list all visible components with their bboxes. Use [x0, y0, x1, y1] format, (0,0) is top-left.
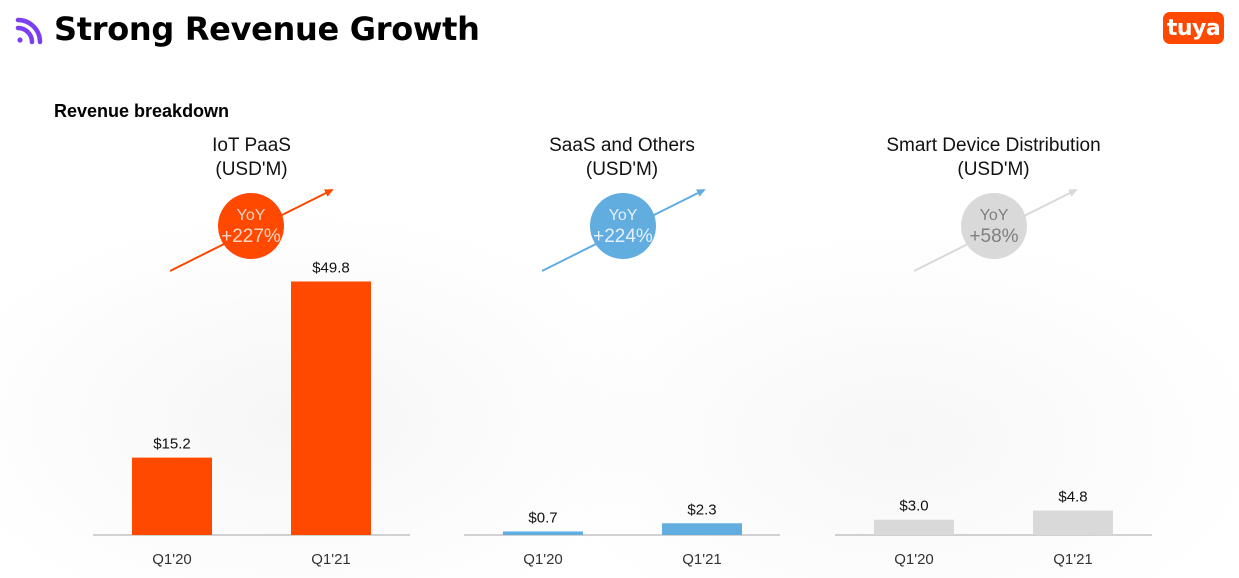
- category-label: Q1'21: [311, 551, 351, 568]
- category-label: Q1'21: [682, 551, 722, 568]
- bar: [132, 457, 212, 535]
- category-label: Q1'20: [894, 551, 934, 568]
- data-label: $15.2: [153, 436, 191, 453]
- signal-arcs-icon: [15, 17, 43, 45]
- yoy-value: +224%: [593, 226, 653, 247]
- bar: [1033, 510, 1113, 535]
- data-label: $3.0: [899, 498, 928, 515]
- category-label: Q1'21: [1053, 551, 1093, 568]
- category-label: Q1'20: [152, 551, 192, 568]
- data-label: $0.7: [528, 509, 557, 526]
- yoy-label: YoY: [609, 207, 638, 224]
- chart-subtitle: (USD'M): [215, 159, 287, 180]
- page-title: Strong Revenue Growth: [54, 10, 480, 48]
- chart-title: SaaS and Others: [549, 135, 695, 156]
- category-label: Q1'20: [523, 551, 563, 568]
- bar: [874, 519, 954, 535]
- chart-subtitle: (USD'M): [586, 159, 658, 180]
- data-label: $49.8: [312, 259, 350, 276]
- yoy-label: YoY: [980, 207, 1009, 224]
- tuya-logo-icon: tuya: [1163, 12, 1224, 44]
- yoy-value: +58%: [969, 226, 1018, 247]
- section-title: Revenue breakdown: [54, 101, 230, 121]
- bar: [503, 531, 583, 535]
- yoy-label: YoY: [237, 207, 266, 224]
- yoy-badge: [961, 193, 1027, 259]
- data-label: $4.8: [1058, 489, 1087, 506]
- bar: [662, 523, 742, 535]
- yoy-badge: [218, 193, 284, 259]
- chart-title: IoT PaaS: [212, 135, 291, 156]
- chart-subtitle: (USD'M): [957, 159, 1029, 180]
- bar: [291, 281, 371, 535]
- yoy-badge: [590, 193, 656, 259]
- data-label: $2.3: [687, 501, 716, 518]
- yoy-value: +227%: [221, 226, 281, 247]
- chart-title: Smart Device Distribution: [886, 135, 1100, 156]
